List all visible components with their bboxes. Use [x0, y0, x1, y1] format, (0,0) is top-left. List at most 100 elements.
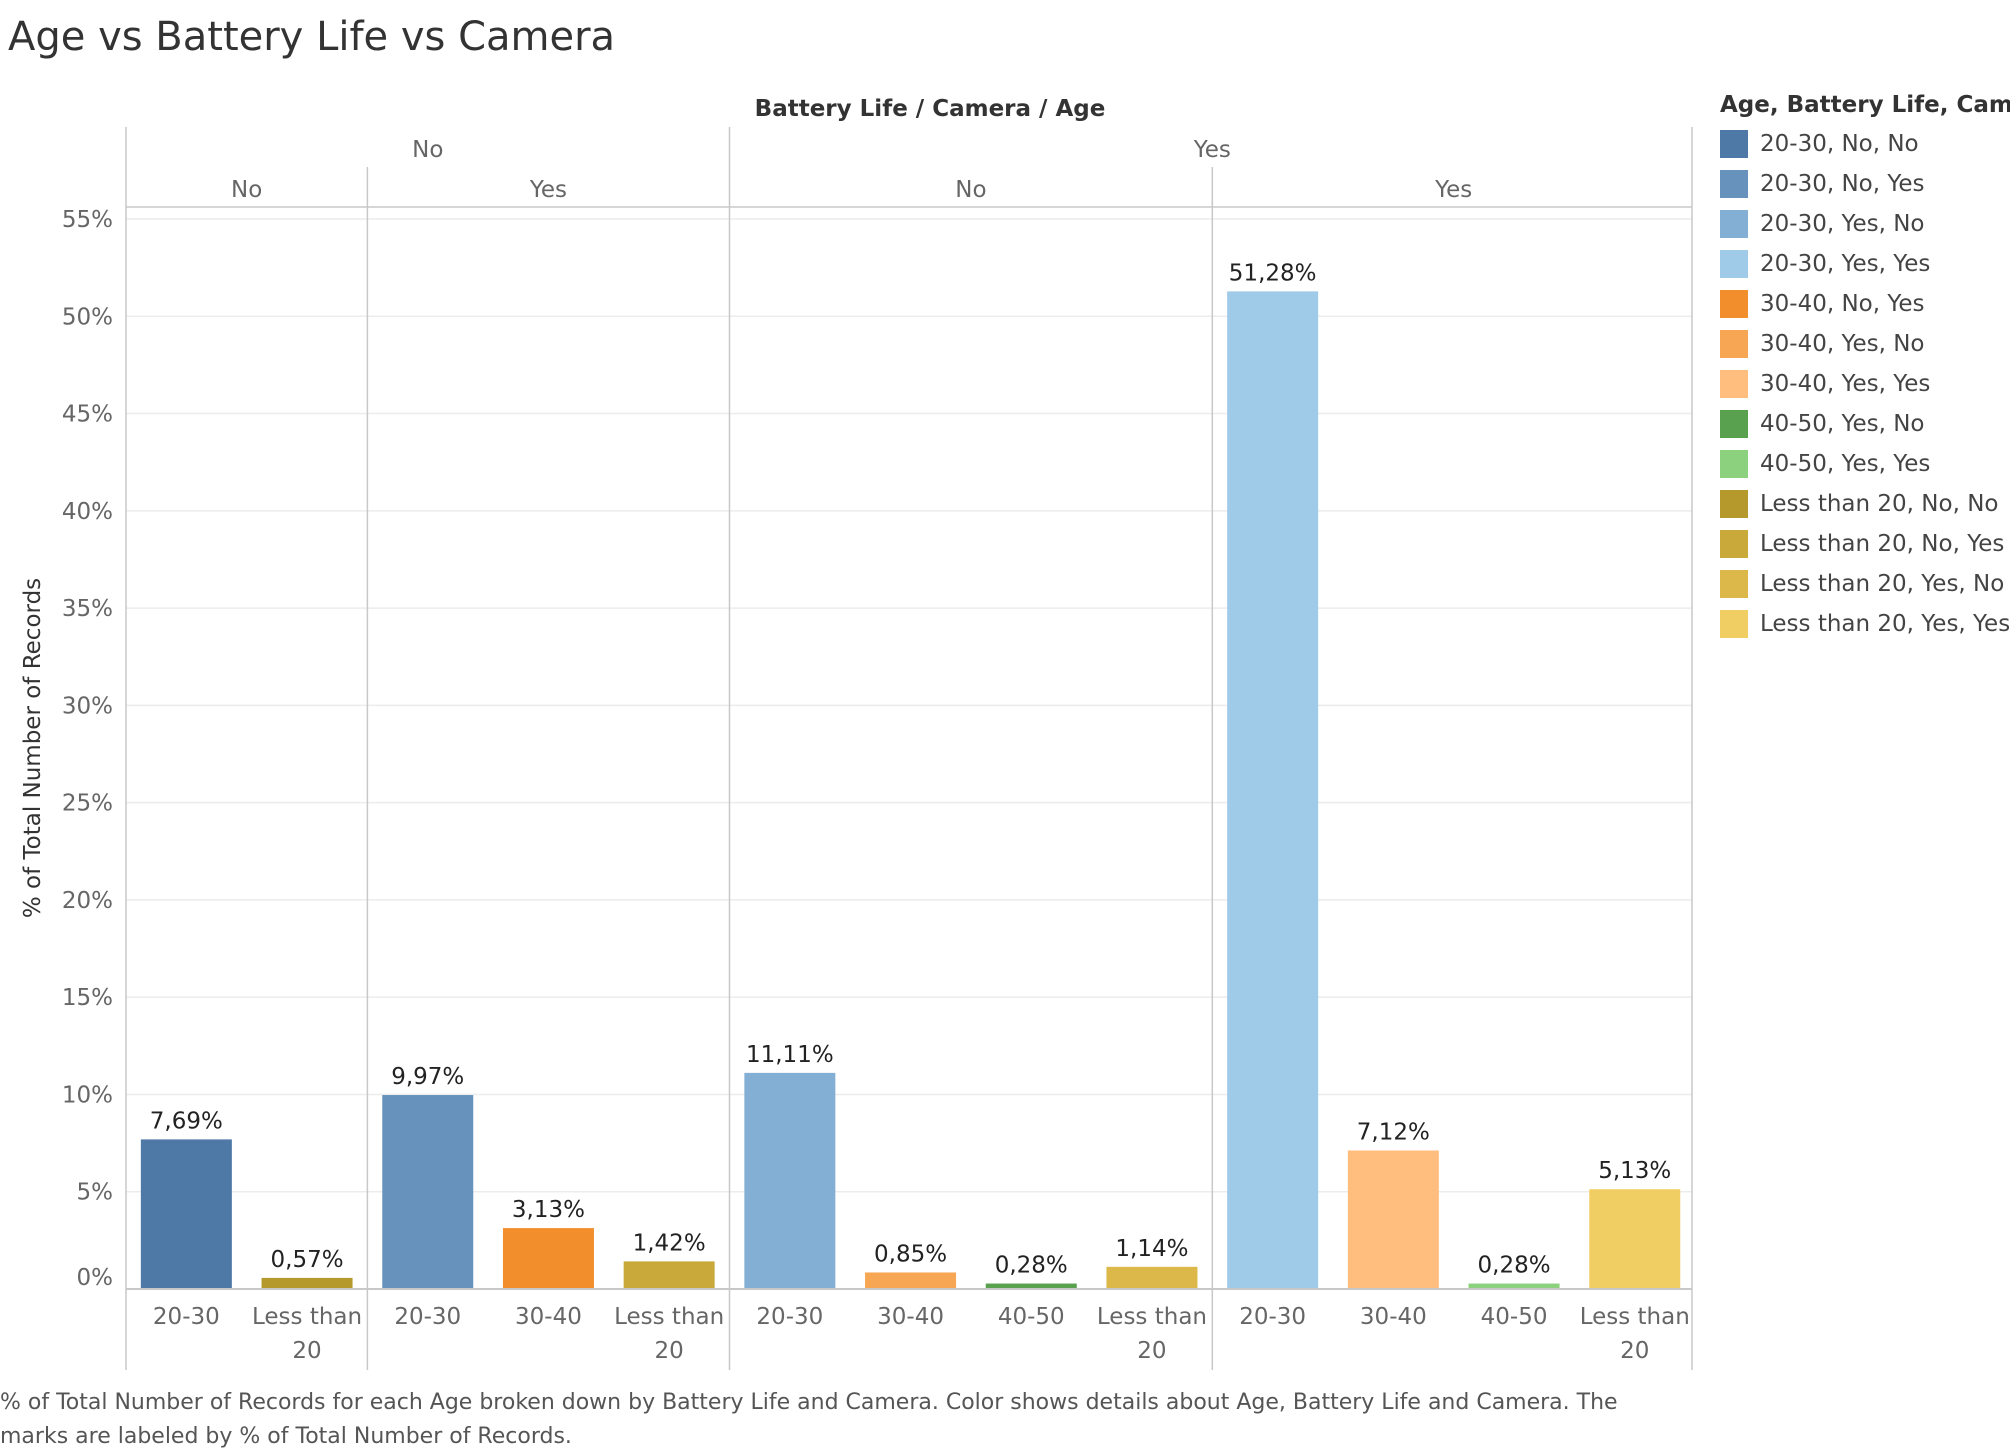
legend-title: Age, Battery Life, Camera — [1720, 92, 2010, 118]
chart-title: Age vs Battery Life vs Camera — [8, 14, 616, 60]
bar-chart: Battery Life / Camera / Age 0% 5% 10% 15% 20%… — [20, 96, 1693, 1370]
legend-label: 30-40, Yes, No — [1760, 331, 1925, 357]
bar — [1227, 291, 1319, 1289]
legend-item[interactable]: 30-40, Yes, No — [1720, 324, 2010, 364]
bar — [1106, 1266, 1198, 1289]
legend-swatch — [1720, 210, 1748, 238]
y-tick-label: 35% — [62, 596, 113, 622]
legend-label: 20-30, No, Yes — [1760, 171, 1925, 197]
y-tick-label: 15% — [62, 985, 113, 1011]
y-tick-label: 20% — [62, 888, 113, 914]
y-tick-label: 30% — [62, 693, 113, 719]
bar-data-label: 3,13% — [512, 1197, 585, 1223]
legend-label: Less than 20, No, Yes — [1760, 531, 2005, 557]
bar — [744, 1072, 836, 1289]
legend-item[interactable]: 30-40, Yes, Yes — [1720, 364, 2010, 404]
legend-swatch — [1720, 370, 1748, 398]
x-tick-label: 30-40 — [877, 1304, 944, 1330]
header-title: Battery Life / Camera / Age — [755, 96, 1106, 122]
legend-label: 30-40, No, Yes — [1760, 291, 1925, 317]
legend-item[interactable]: 20-30, No, Yes — [1720, 164, 2010, 204]
legend-item[interactable]: 40-50, Yes, No — [1720, 404, 2010, 444]
legend-label: Less than 20, No, No — [1760, 491, 1999, 517]
x-tick-label: 20-30 — [394, 1304, 461, 1330]
bar-data-label: 0,28% — [1478, 1253, 1551, 1279]
legend-swatch — [1720, 450, 1748, 478]
legend-swatch — [1720, 530, 1748, 558]
legend-swatch — [1720, 170, 1748, 198]
legend-label: Less than 20, Yes, Yes — [1760, 611, 2010, 637]
bar — [502, 1228, 594, 1289]
legend-swatch — [1720, 330, 1748, 358]
bar — [261, 1277, 353, 1289]
bar-data-label: 0,57% — [271, 1247, 344, 1273]
bar-data-label: 5,13% — [1598, 1158, 1671, 1184]
y-tick-label: 5% — [77, 1180, 114, 1206]
header-camera-label: Yes — [1434, 177, 1472, 203]
bar — [382, 1095, 474, 1289]
x-tick-label: 30-40 — [515, 1304, 582, 1330]
y-axis-label: % of Total Number of Records — [20, 578, 46, 918]
header-camera-label: No — [231, 177, 262, 203]
legend-item[interactable]: Less than 20, No, Yes — [1720, 524, 2010, 564]
legend-item[interactable]: Less than 20, Yes, No — [1720, 564, 2010, 604]
bar — [1347, 1150, 1439, 1289]
legend-swatch — [1720, 130, 1748, 158]
header-camera-label: Yes — [529, 177, 567, 203]
bar-data-label: 51,28% — [1229, 260, 1317, 286]
bar — [140, 1139, 232, 1289]
legend-label: 20-30, No, No — [1760, 131, 1919, 157]
header-battery-label: No — [412, 137, 443, 163]
chart-caption: % of Total Number of Records for each Ag… — [0, 1390, 1618, 1449]
bar — [985, 1283, 1077, 1289]
x-tick-label: 40-50 — [1481, 1304, 1548, 1330]
legend-label: 40-50, Yes, No — [1760, 411, 1925, 437]
legend-item[interactable]: 20-30, Yes, No — [1720, 204, 2010, 244]
legend-item[interactable]: 20-30, No, No — [1720, 124, 2010, 164]
y-tick-label: 0% — [77, 1265, 114, 1291]
bar-data-label: 0,28% — [995, 1253, 1068, 1279]
legend-swatch — [1720, 490, 1748, 518]
bar-data-label: 0,85% — [874, 1241, 947, 1267]
legend-item[interactable]: 30-40, No, Yes — [1720, 284, 2010, 324]
legend-swatch — [1720, 410, 1748, 438]
x-tick-label: 20-30 — [153, 1304, 220, 1330]
bar — [623, 1261, 715, 1289]
x-tick-label: Less than 20 — [614, 1304, 724, 1364]
legend-label: 30-40, Yes, Yes — [1760, 371, 1931, 397]
x-tick-label: 20-30 — [756, 1304, 823, 1330]
bar-data-label: 7,69% — [150, 1108, 223, 1134]
legend-item[interactable]: 20-30, Yes, Yes — [1720, 244, 2010, 284]
bar-data-label: 1,14% — [1115, 1236, 1188, 1262]
legend-items: 20-30, No, No 20-30, No, Yes 20-30, Yes, N… — [1720, 124, 2010, 644]
legend-label: 40-50, Yes, Yes — [1760, 451, 1931, 477]
legend-item[interactable]: Less than 20, No, No — [1720, 484, 2010, 524]
y-tick-label: 55% — [62, 207, 113, 233]
x-tick-label: Less than 20 — [1580, 1304, 1690, 1364]
x-tick-label: 20-30 — [1239, 1304, 1306, 1330]
x-tick-label: Less than 20 — [252, 1304, 362, 1364]
legend-item[interactable]: 40-50, Yes, Yes — [1720, 444, 2010, 484]
bar — [1589, 1189, 1681, 1289]
x-tick-label: 40-50 — [998, 1304, 1065, 1330]
legend: Age, Battery Life, Camera 20-30, No, No2… — [1720, 92, 2010, 644]
legend-swatch — [1720, 250, 1748, 278]
bar-data-label: 11,11% — [746, 1042, 834, 1068]
y-tick-label: 45% — [62, 402, 113, 428]
legend-swatch — [1720, 570, 1748, 598]
legend-swatch — [1720, 290, 1748, 318]
bar-data-label: 9,97% — [391, 1064, 464, 1090]
x-tick-label: 30-40 — [1360, 1304, 1427, 1330]
legend-swatch — [1720, 610, 1748, 638]
bar — [1468, 1283, 1560, 1289]
y-tick-label: 25% — [62, 791, 113, 817]
bar — [865, 1272, 957, 1289]
legend-item[interactable]: Less than 20, Yes, Yes — [1720, 604, 2010, 644]
bar-data-label: 1,42% — [633, 1230, 706, 1256]
y-tick-label: 50% — [62, 304, 113, 330]
header-camera-label: No — [955, 177, 986, 203]
legend-label: 20-30, Yes, No — [1760, 211, 1925, 237]
y-tick-label: 40% — [62, 499, 113, 525]
y-tick-label: 10% — [62, 1082, 113, 1108]
legend-label: 20-30, Yes, Yes — [1760, 251, 1931, 277]
